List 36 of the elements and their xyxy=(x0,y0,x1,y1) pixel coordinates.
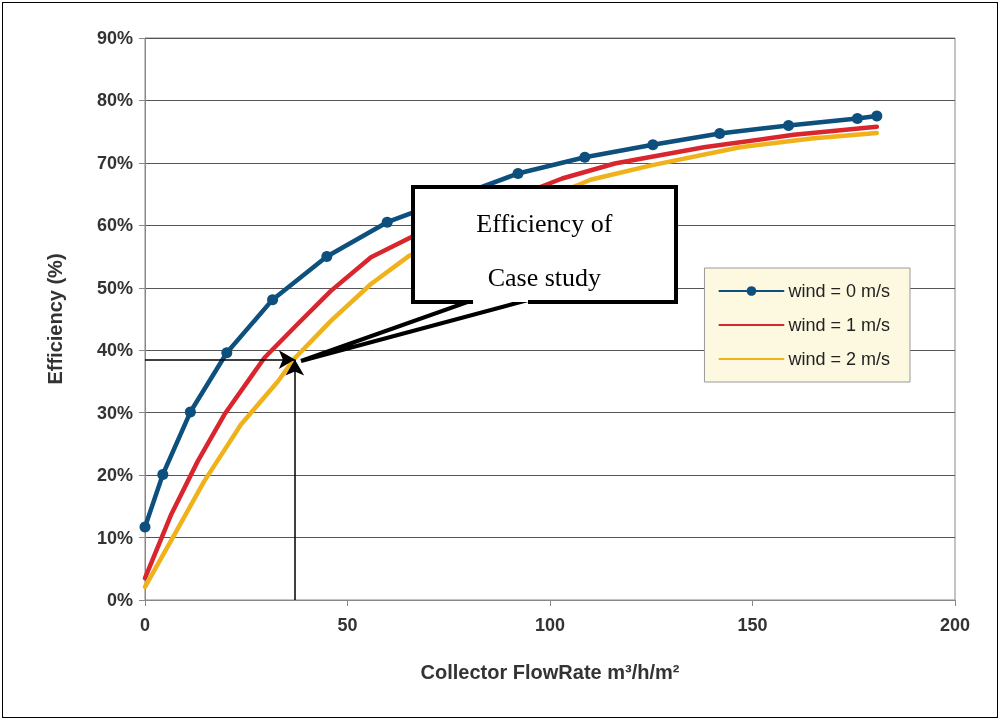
callout-box: Efficiency of Case study xyxy=(298,184,678,363)
y-tick-label: 10% xyxy=(96,527,133,548)
point xyxy=(851,113,863,125)
point xyxy=(157,468,169,480)
x-tick-label: 50 xyxy=(337,615,358,635)
point xyxy=(184,406,196,418)
point xyxy=(221,347,233,359)
x-axis-title: Collector FlowRate m³/h/m² xyxy=(420,661,680,683)
y-tick-label: 50% xyxy=(96,277,133,298)
point xyxy=(579,151,591,163)
y-axis-title: Efficiency (%) xyxy=(44,253,66,385)
point xyxy=(871,110,883,122)
y-tick-label: 90% xyxy=(96,28,133,48)
legend-label: wind = 2 m/s xyxy=(787,349,891,369)
point xyxy=(139,521,151,533)
x-tick-label: 200 xyxy=(939,615,971,635)
x-tick-label: 100 xyxy=(534,615,566,635)
y-tick-label: 80% xyxy=(96,90,133,111)
y-tick-label: 30% xyxy=(96,402,133,423)
point xyxy=(783,119,795,131)
y-tick-label: 0% xyxy=(106,590,133,610)
point xyxy=(267,294,279,306)
x-tick-label: 150 xyxy=(737,615,768,635)
annotation: Efficiency of Case study xyxy=(475,207,614,294)
legend-label: wind = 1 m/s xyxy=(787,315,891,335)
point xyxy=(381,216,393,228)
legend-label: wind = 0 m/s xyxy=(787,281,891,301)
y-tick-label: 20% xyxy=(96,465,133,486)
point xyxy=(647,139,659,151)
point xyxy=(714,128,726,140)
y-tick-label: 60% xyxy=(96,215,133,236)
x-tick-label: 0 xyxy=(139,615,151,635)
y-tick-label: 70% xyxy=(96,152,133,173)
point xyxy=(512,168,524,179)
y-tick-label: 40% xyxy=(96,340,133,361)
point xyxy=(321,251,333,263)
